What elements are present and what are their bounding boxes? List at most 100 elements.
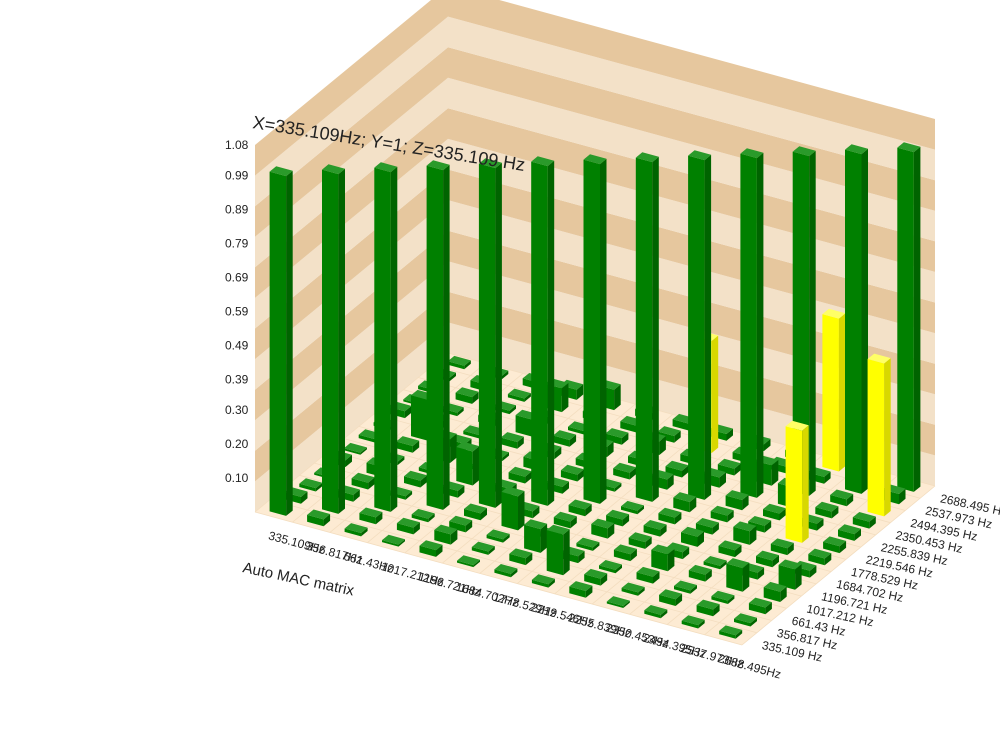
bar-side-face xyxy=(578,550,585,564)
bar-side-face xyxy=(585,504,592,517)
bar-side-face xyxy=(884,358,891,517)
bar-top-face xyxy=(673,492,697,502)
bar-side-face xyxy=(839,540,847,554)
bar-front-face xyxy=(620,421,637,433)
z-tick-label: 0.59 xyxy=(225,305,249,319)
bar-top-face xyxy=(703,556,727,566)
bar-top-face xyxy=(531,574,555,585)
bar-top-face xyxy=(845,144,868,155)
bar-side-face xyxy=(711,335,719,453)
bar-side-face xyxy=(638,587,645,596)
bar-top-face xyxy=(457,555,480,566)
bar-top-face xyxy=(748,597,772,608)
bar-6-6 xyxy=(583,154,607,504)
bar-side-face xyxy=(390,166,398,512)
bar-front-face xyxy=(515,415,533,437)
bar-side-face xyxy=(653,571,660,584)
bar-2-0 xyxy=(344,523,368,537)
bar-front-face xyxy=(359,512,376,525)
bar-4-0 xyxy=(419,540,443,557)
bar-side-face xyxy=(629,467,637,480)
bar-side-face xyxy=(525,471,532,484)
bar-11-0 xyxy=(681,615,705,629)
left-wall-band xyxy=(255,0,448,176)
bar-side-face xyxy=(682,465,689,478)
bar-side-face xyxy=(464,360,471,370)
bar-9-7 xyxy=(710,505,734,523)
bar-front-face xyxy=(785,426,803,543)
z-tick-label: 1.08 xyxy=(225,138,249,152)
bar-side-face xyxy=(838,313,846,472)
bar-8-8 xyxy=(688,150,712,500)
bar-front-face xyxy=(808,554,825,566)
bar-3-8 xyxy=(500,432,524,449)
bar-side-face xyxy=(472,391,479,404)
bar-10-3 xyxy=(688,564,712,582)
bar-front-face xyxy=(599,565,616,574)
bar-top-face xyxy=(710,505,734,516)
bar-front-face xyxy=(792,151,810,496)
bar-1-1 xyxy=(322,164,345,514)
bar-side-face xyxy=(360,447,367,455)
back-wall-band xyxy=(448,16,935,181)
bar-top-face xyxy=(666,542,690,553)
bar-11-3 xyxy=(726,558,750,592)
bar-top-face xyxy=(726,558,750,568)
bar-top-face xyxy=(644,605,668,615)
bar-front-face xyxy=(404,476,421,488)
bar-side-face xyxy=(524,393,531,402)
x-tick-label: 2688.495Hz xyxy=(717,651,783,681)
floor-gridline xyxy=(269,499,757,634)
bar-5-0 xyxy=(457,555,480,568)
bar-side-face xyxy=(667,474,674,490)
bar-front-face xyxy=(748,603,766,615)
bar-7-5 xyxy=(606,509,630,527)
bar-side-face xyxy=(457,407,464,417)
bar-top-face xyxy=(674,580,697,591)
bar-8-10 xyxy=(717,458,741,476)
bar-side-face xyxy=(630,548,637,562)
bar-side-face xyxy=(413,522,420,535)
bar-front-face xyxy=(718,545,735,558)
bar-side-face xyxy=(704,154,712,500)
bar-top-face xyxy=(897,142,921,153)
bar-side-face xyxy=(689,496,697,513)
bar-11-5 xyxy=(756,550,779,568)
bar-front-face xyxy=(644,610,661,619)
bar-9-6 xyxy=(695,518,719,535)
bar-side-face xyxy=(726,428,733,441)
bar-side-face xyxy=(518,491,525,531)
bar-7-4 xyxy=(591,518,615,539)
bar-5-2 xyxy=(486,529,510,543)
back-wall-band xyxy=(448,0,935,150)
bar-side-face xyxy=(480,508,487,521)
bar-front-face xyxy=(456,447,473,486)
bar-side-face xyxy=(645,536,652,549)
bar-side-face xyxy=(472,446,480,486)
bar-top-face xyxy=(651,544,675,555)
bar-7-3 xyxy=(576,537,600,551)
bar-front-face xyxy=(568,504,586,517)
bar-top-face xyxy=(447,355,471,366)
bar-top-face xyxy=(322,164,345,175)
bar-12-7 xyxy=(823,536,847,554)
bar-front-face xyxy=(269,171,287,516)
bar-2-2 xyxy=(374,162,398,512)
bar-side-face xyxy=(913,146,921,492)
bar-10-8 xyxy=(763,503,786,521)
bar-top-face xyxy=(822,308,846,319)
left-wall-band xyxy=(255,200,448,390)
left-wall-band xyxy=(255,322,448,512)
bar-top-face xyxy=(658,507,682,518)
bar-side-face xyxy=(375,512,383,525)
bar-front-face xyxy=(426,165,444,510)
bar-side-face xyxy=(510,568,518,578)
bar-front-face xyxy=(756,556,773,568)
floor-gridline xyxy=(554,434,748,595)
bar-front-face xyxy=(613,549,631,562)
floor-gridline xyxy=(666,465,861,625)
bar-front-face xyxy=(897,147,914,492)
bar-1-3 xyxy=(351,472,375,490)
bar-side-face xyxy=(465,520,473,533)
bar-front-face xyxy=(815,507,832,519)
